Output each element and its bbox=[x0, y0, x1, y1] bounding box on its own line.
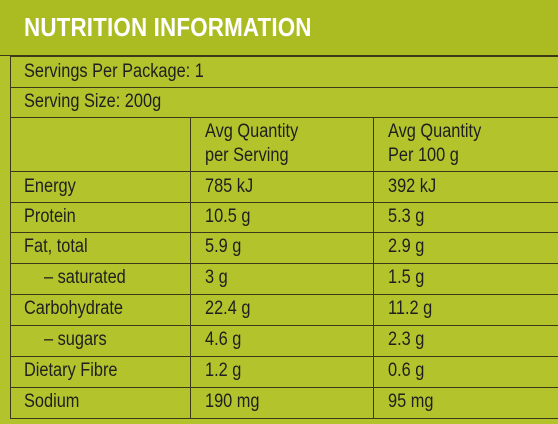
header-per-serving: Avg Quantity per Serving bbox=[190, 118, 388, 171]
nutrient-name: – saturated bbox=[44, 267, 126, 288]
per-100g-value: 11.2 g bbox=[388, 298, 433, 319]
table-row: – saturated 3 g 1.5 g bbox=[10, 263, 558, 294]
per-serving-value: 3 g bbox=[205, 267, 228, 288]
nutrient-name: Energy bbox=[24, 176, 76, 197]
per-serving-value: 190 mg bbox=[205, 391, 260, 412]
per-100g-value: 2.9 g bbox=[388, 236, 425, 257]
table-row: – sugars 4.6 g 2.3 g bbox=[10, 325, 558, 356]
nutrient-name: – sugars bbox=[44, 329, 107, 350]
per-serving-value: 785 kJ bbox=[205, 176, 254, 197]
per-100g-value: 0.6 g bbox=[388, 360, 425, 381]
per-100g-value: 1.5 g bbox=[388, 267, 425, 288]
per-100g-value: 2.3 g bbox=[388, 329, 425, 350]
per-serving-value: 4.6 g bbox=[205, 329, 242, 350]
nutrient-name: Carbohydrate bbox=[24, 298, 124, 319]
per-100g-value: 95 mg bbox=[388, 391, 434, 412]
nutrient-name: Fat, total bbox=[24, 236, 88, 257]
per-serving-value: 22.4 g bbox=[205, 298, 251, 319]
nutrient-name: Dietary Fibre bbox=[24, 360, 118, 381]
servings-per-package-row: Servings Per Package: 1 bbox=[10, 56, 558, 87]
table-row: Carbohydrate 22.4 g 11.2 g bbox=[10, 294, 558, 325]
nutrient-name: Sodium bbox=[24, 391, 80, 412]
header-per-100g-line2: Per 100 g bbox=[388, 145, 459, 166]
header-per-serving-line2: per Serving bbox=[205, 145, 289, 166]
header-blank-cell bbox=[10, 118, 190, 171]
panel-title: NUTRITION INFORMATION bbox=[24, 12, 312, 42]
header-row: Avg Quantity per Serving Avg Quantity Pe… bbox=[10, 117, 558, 171]
per-serving-value: 10.5 g bbox=[205, 206, 251, 227]
title-bar: NUTRITION INFORMATION bbox=[0, 0, 558, 56]
per-serving-value: 1.2 g bbox=[205, 360, 242, 381]
per-100g-value: 5.3 g bbox=[388, 206, 425, 227]
table-row: Dietary Fibre 1.2 g 0.6 g bbox=[10, 356, 558, 387]
serving-size-row: Serving Size: 200g bbox=[10, 87, 558, 117]
nutrient-name: Protein bbox=[24, 206, 76, 227]
table-left-border bbox=[10, 56, 11, 419]
per-100g-value: 392 kJ bbox=[388, 176, 437, 197]
table-row: Energy 785 kJ 392 kJ bbox=[10, 171, 558, 202]
table-row: Protein 10.5 g 5.3 g bbox=[10, 202, 558, 232]
table-bottom-border bbox=[10, 418, 558, 419]
servings-per-package: Servings Per Package: 1 bbox=[24, 61, 204, 82]
table-row: Sodium 190 mg 95 mg bbox=[10, 387, 558, 418]
per-serving-value: 5.9 g bbox=[205, 236, 242, 257]
header-per-100g-line1: Avg Quantity bbox=[388, 121, 482, 142]
table-row: Fat, total 5.9 g 2.9 g bbox=[10, 232, 558, 263]
header-per-100g: Avg Quantity Per 100 g bbox=[373, 118, 558, 171]
header-per-serving-line1: Avg Quantity bbox=[205, 121, 299, 142]
serving-size: Serving Size: 200g bbox=[24, 91, 162, 112]
